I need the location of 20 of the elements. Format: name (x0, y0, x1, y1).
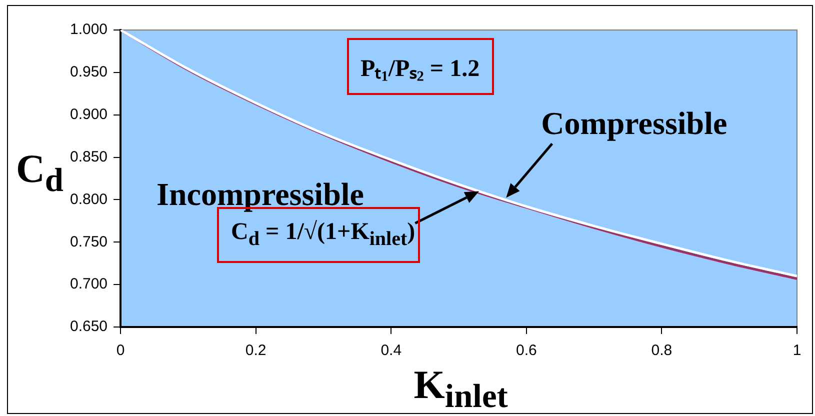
annotation: Compressible (541, 104, 728, 142)
x-tick-label: 0.8 (651, 342, 672, 360)
x-tick-label: 0.6 (516, 342, 537, 360)
y-tick-label: 0.650 (70, 318, 108, 336)
y-tick-label: 0.800 (70, 190, 108, 208)
x-tick-label: 0.2 (245, 342, 266, 360)
x-tick-label: 0 (116, 342, 125, 360)
x-tick-label: 0.4 (380, 342, 402, 360)
annotation: C$_{d}$ = 1/√(1+K$_{inlet}$) (231, 219, 416, 250)
y-tick-label: 0.750 (70, 233, 108, 250)
y-tick-label: 1.000 (70, 21, 108, 38)
annotation: Incompressible (156, 176, 364, 213)
y-axis-title: C$_{d}$ (16, 144, 64, 200)
annotation: Pₜ₁/Pₛ₂ = 1.2 (346, 38, 494, 95)
y-tick-label: 0.900 (70, 106, 108, 123)
y-tick-label: 0.850 (70, 148, 108, 166)
y-tick-label: 0.950 (70, 64, 108, 81)
x-axis-title: K$_{inlet}$ (414, 361, 508, 416)
x-tick-label: 1 (792, 342, 802, 360)
y-tick-label: 0.700 (70, 276, 108, 293)
